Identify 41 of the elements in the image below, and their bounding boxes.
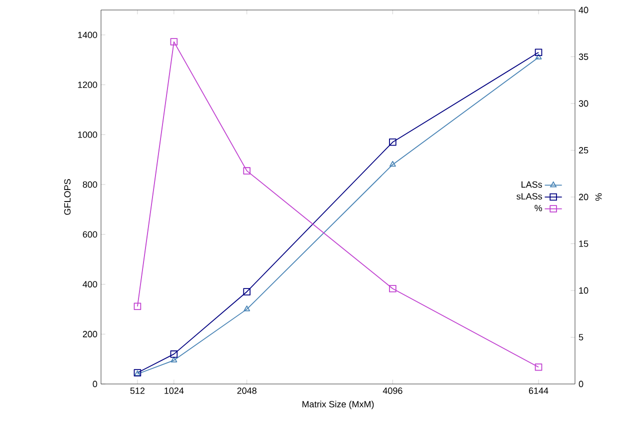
- point: [534, 48, 542, 56]
- y2-tick-label: 25: [578, 147, 588, 154]
- point: [170, 356, 178, 362]
- y-tick-label: 800: [82, 181, 98, 188]
- x-tick-label: 1024: [164, 388, 184, 394]
- y-tick-label: 1200: [78, 82, 98, 88]
- point: [243, 167, 250, 174]
- point: [389, 160, 396, 167]
- y-tick-label: 0: [92, 380, 98, 388]
- x-tick-label: 6144: [528, 388, 548, 394]
- point: [535, 54, 542, 60]
- point: [134, 302, 142, 310]
- y2-tick-label: 40: [578, 6, 588, 14]
- x-axis-title: Matrix Size (MxM): [302, 400, 374, 410]
- point: [389, 138, 396, 146]
- point: [170, 350, 178, 358]
- x-tick-label: 512: [130, 388, 145, 394]
- y-tick-label: 200: [82, 330, 98, 338]
- y2-tick-label: 35: [578, 54, 588, 60]
- y-tick-label: 1400: [78, 32, 98, 38]
- y2-tick-label: 15: [579, 240, 588, 247]
- y2-tick-label: 30: [578, 100, 588, 107]
- y2-tick-label: 5: [578, 334, 584, 340]
- x-tick-label: 4096: [382, 388, 402, 394]
- y2-tick-label: 0: [578, 380, 584, 388]
- x-tick-label: 2048: [237, 388, 256, 394]
- point: [389, 284, 396, 292]
- y2-tick-label: 20: [578, 194, 588, 200]
- y2-tick-label: 10: [579, 287, 588, 294]
- point: [244, 306, 250, 312]
- y-tick-label: 1000: [78, 131, 98, 138]
- y2-axis-title: %: [595, 193, 602, 201]
- y-tick-label: 400: [82, 281, 98, 288]
- y-tick-label: 600: [82, 231, 98, 238]
- legend-label: sLASs: [516, 193, 542, 200]
- y-axis-title: GFLOPS: [64, 179, 71, 215]
- legend-label: %: [534, 204, 542, 212]
- point: [170, 38, 178, 46]
- point: [534, 364, 542, 371]
- legend-label: LASs: [522, 181, 542, 188]
- point: [243, 288, 250, 296]
